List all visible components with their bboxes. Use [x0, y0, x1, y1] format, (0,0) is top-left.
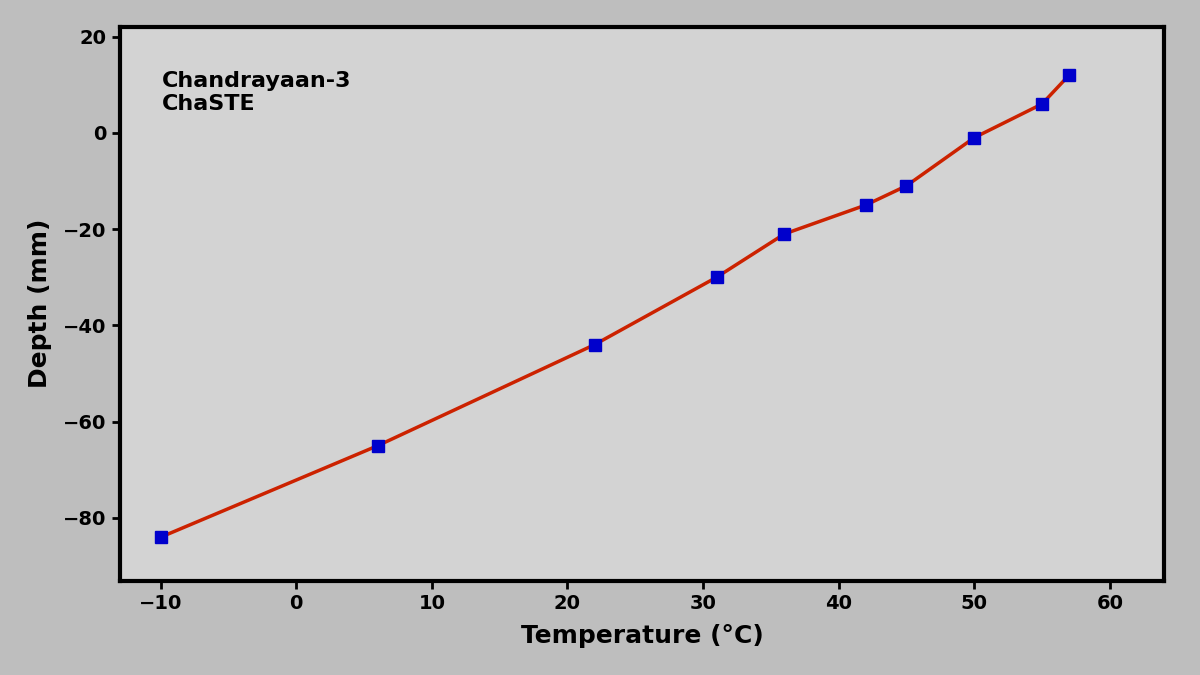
X-axis label: Temperature (°C): Temperature (°C) — [521, 624, 763, 648]
Y-axis label: Depth (mm): Depth (mm) — [29, 219, 53, 388]
Text: Chandrayaan-3
ChaSTE: Chandrayaan-3 ChaSTE — [162, 72, 352, 115]
